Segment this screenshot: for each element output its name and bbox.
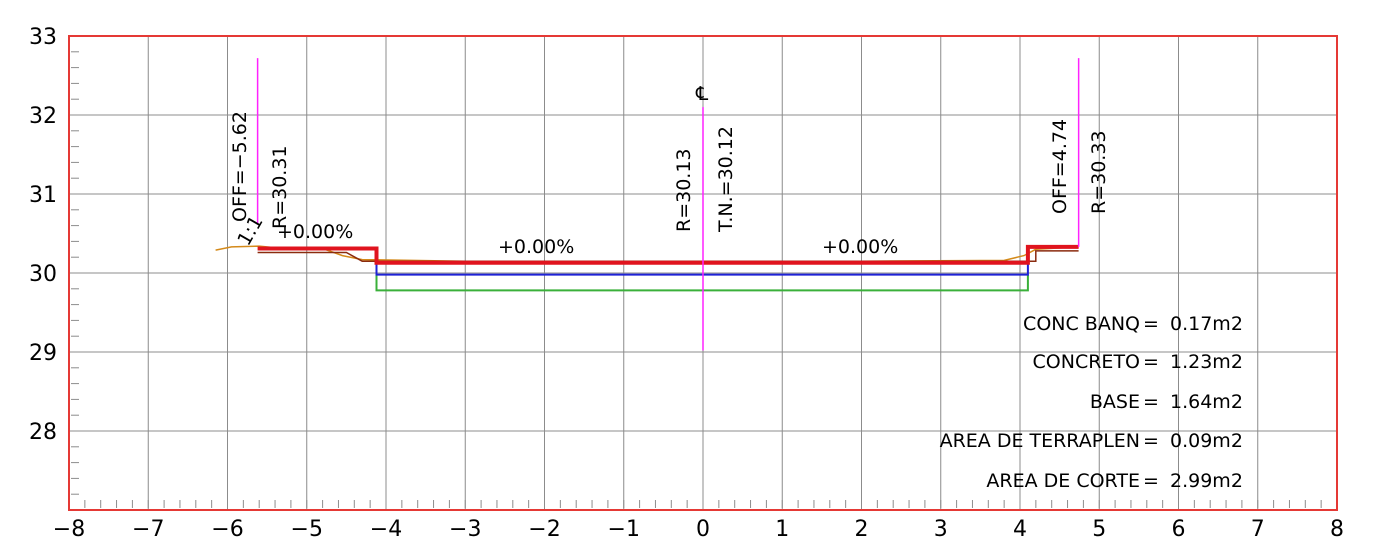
- quantity-equals: =: [1143, 313, 1159, 335]
- x-tick-label: −6: [211, 517, 243, 542]
- quantity-label: CONCRETO: [1033, 351, 1140, 373]
- elevation-right-label: R=30.33: [1088, 130, 1110, 214]
- y-tick-label: 32: [29, 104, 57, 129]
- x-tick-label: −2: [528, 517, 560, 542]
- slope-left-lane-label: +0.00%: [498, 236, 574, 258]
- elevation-left-label: R=30.31: [269, 145, 291, 229]
- base-layer-outline: [375, 262, 1029, 276]
- x-tick-label: 4: [1013, 517, 1027, 542]
- x-tick-label: 8: [1330, 517, 1344, 542]
- x-tick-label: 3: [934, 517, 948, 542]
- quantity-row: CONCRETO = 1.23m2: [1033, 351, 1243, 373]
- quantity-value: 0.17m2: [1170, 313, 1243, 335]
- quantity-label: AREA DE CORTE: [986, 470, 1140, 492]
- x-tick-label: 2: [855, 517, 869, 542]
- x-tick-label: 1: [775, 517, 789, 542]
- quantity-equals: =: [1143, 470, 1159, 492]
- quantity-label: BASE: [1090, 391, 1140, 413]
- quantity-value: 1.23m2: [1170, 351, 1243, 373]
- quantity-label: AREA DE TERRAPLEN: [940, 430, 1140, 452]
- slope-right-lane-label: +0.00%: [822, 236, 898, 258]
- x-tick-label: −5: [291, 517, 323, 542]
- y-tick-label: 30: [29, 262, 57, 287]
- x-axis-labels: −8 −7 −6 −5 −4 −3 −2 −1 0 1 2 3 4 5 6 7 …: [53, 517, 1344, 542]
- slope-left-shoulder-label: +0.00%: [277, 221, 353, 243]
- offset-left-label: OFF=−5.62: [229, 111, 251, 222]
- x-tick-label: −8: [53, 517, 85, 542]
- quantity-label: CONC BANQ: [1023, 313, 1140, 335]
- y-tick-label: 31: [29, 183, 57, 208]
- quantity-row: AREA DE CORTE = 2.99m2: [986, 470, 1242, 492]
- y-tick-label: 29: [29, 341, 57, 366]
- x-tick-label: 6: [1172, 517, 1186, 542]
- x-tick-label: 5: [1092, 517, 1106, 542]
- x-tick-label: −4: [370, 517, 402, 542]
- pavement-surface-line: [257, 244, 1079, 265]
- x-tick-label: −1: [608, 517, 640, 542]
- quantity-equals: =: [1143, 351, 1159, 373]
- quantities-table: CONC BANQ = 0.17m2 CONCRETO = 1.23m2 BAS…: [940, 313, 1243, 492]
- quantity-equals: =: [1143, 430, 1159, 452]
- elevation-center-label: R=30.13: [673, 148, 695, 232]
- quantity-row: CONC BANQ = 0.17m2: [1023, 313, 1243, 335]
- terrain-elevation-label: T.N.=30.12: [715, 126, 737, 233]
- quantity-equals: =: [1143, 391, 1159, 413]
- centerline-symbol: ℄: [695, 83, 709, 105]
- quantity-value: 0.09m2: [1170, 430, 1243, 452]
- minor-ticks: [71, 51, 1322, 511]
- quantity-row: AREA DE TERRAPLEN = 0.09m2: [940, 430, 1243, 452]
- y-axis-labels: 33 32 31 30 29 28: [29, 25, 57, 445]
- x-tick-label: 7: [1251, 517, 1265, 542]
- quantity-value: 2.99m2: [1170, 470, 1243, 492]
- x-tick-label: −3: [449, 517, 481, 542]
- drawing-frame: [68, 35, 1338, 511]
- subbase-layer-outline: [375, 274, 1029, 292]
- quantity-row: BASE = 1.64m2: [1090, 391, 1243, 413]
- x-tick-label: −7: [132, 517, 164, 542]
- y-tick-label: 28: [29, 420, 57, 445]
- x-tick-label: 0: [696, 517, 710, 542]
- quantity-value: 1.64m2: [1170, 391, 1243, 413]
- y-tick-label: 33: [29, 25, 57, 50]
- offset-right-label: OFF=4.74: [1049, 119, 1071, 214]
